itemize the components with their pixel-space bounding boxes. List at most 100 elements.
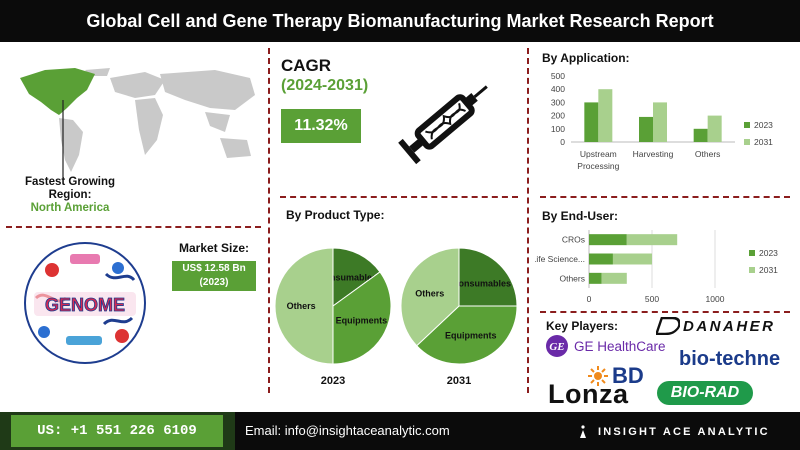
pie-year-label: 2023 <box>321 375 345 387</box>
divider-left <box>268 48 270 393</box>
ge-healthcare-text: GE HealthCare <box>574 338 666 354</box>
world-map <box>20 68 255 178</box>
pie-slice-label: Consumables <box>318 273 377 283</box>
ge-mark-text: GE <box>549 341 564 353</box>
by-product-type-charts: Consumables Equipments Others 2023 Consumabl… <box>274 247 518 387</box>
pie-slice-others <box>274 247 334 365</box>
bio-rad-text: BIO-RAD <box>670 384 740 401</box>
pie-year-label: 2031 <box>447 375 471 387</box>
by-application-title: By Application: <box>542 51 630 65</box>
pie-slice-others <box>400 247 460 347</box>
by-end-user-chart: 0 500 1000 CROs Life Science... Others 2023 203… <box>535 230 778 304</box>
eu-bar-2023 <box>589 253 613 265</box>
brand-logo-icon <box>578 425 588 439</box>
pie-slice-consumables <box>458 247 518 307</box>
app-y-tick: 200 <box>551 111 565 121</box>
eu-bar-2031 <box>612 253 652 265</box>
eu-x-tick: 1000 <box>706 294 725 304</box>
app-y-tick: 400 <box>551 84 565 94</box>
logo-ge-healthcare: GE GE HealthCare <box>545 334 666 358</box>
pie-slice-label: Consumables <box>452 278 511 288</box>
region-label-line1: Fastest Growing <box>24 176 116 188</box>
eu-bar-2031 <box>601 272 627 284</box>
eu-legend-swatch-2023 <box>749 250 755 256</box>
app-y-tick: 500 <box>551 71 565 81</box>
eu-bar-2023 <box>589 234 627 246</box>
app-legend-swatch-2023 <box>744 122 750 128</box>
logo-bd: BD <box>588 363 644 389</box>
eu-bar-2023 <box>589 272 602 284</box>
lonza-text: Lonza <box>548 379 629 409</box>
cagr-years: (2024-2031) <box>281 77 369 94</box>
divider-center-horizontal <box>280 196 518 198</box>
eu-x-tick: 0 <box>587 294 592 304</box>
by-end-user-title: By End-User: <box>542 209 619 223</box>
footer-brand: INSIGHT ACE ANALYTIC <box>578 425 770 439</box>
eu-legend-label: 2031 <box>759 265 778 275</box>
north-america-highlight <box>20 68 95 115</box>
eu-category-label: Others <box>559 273 585 283</box>
dna-syringe-icon <box>398 85 488 165</box>
app-y-tick: 0 <box>560 137 565 147</box>
report-title: Global Cell and Gene Therapy Biomanufact… <box>86 10 714 31</box>
market-size-label: Market Size: <box>178 241 250 255</box>
region-label-line2: Region: <box>48 189 92 201</box>
app-bar-2023 <box>639 116 653 142</box>
divider-left-horizontal <box>6 226 261 228</box>
pie-slice-label: Others <box>415 288 444 298</box>
pie-slice-equipments <box>332 271 392 365</box>
bd-sun-icon <box>588 366 608 386</box>
biotechne-text: bio-techne <box>679 348 781 370</box>
fastest-growing-region: Fastest Growing Region: North America <box>0 176 140 215</box>
app-bar-2023 <box>693 128 708 142</box>
app-y-tick: 100 <box>551 124 565 134</box>
pie-slice-label: Equipments <box>336 315 388 325</box>
genome-text: GENOME <box>45 295 125 315</box>
danaher-text: DANAHER <box>683 317 776 335</box>
app-category-label: Others <box>695 149 721 159</box>
danaher-mark-icon <box>656 317 680 335</box>
pie-slice-consumables <box>332 247 381 307</box>
ge-monogram-icon: GE <box>546 335 568 357</box>
footer-phone-badge: US: +1 551 226 6109 <box>11 415 223 447</box>
eu-category-label: Life Science... <box>535 254 585 264</box>
market-size-badge: US$ 12.58 Bn (2023) <box>172 261 256 291</box>
app-legend-label: 2023 <box>754 120 773 130</box>
divider-right <box>527 48 529 393</box>
footer-phone: US: +1 551 226 6109 <box>37 423 197 439</box>
brand-name: INSIGHT ACE ANALYTIC <box>598 426 770 438</box>
eu-legend-swatch-2031 <box>749 267 755 273</box>
app-category-label: Upstream <box>580 149 617 159</box>
app-bar-2031 <box>707 115 722 142</box>
logo-bio-rad: BIO-RAD <box>657 381 753 405</box>
app-category-label: Processing <box>577 161 619 171</box>
market-size-value: US$ 12.58 Bn <box>182 263 246 274</box>
by-product-type-title: By Product Type: <box>286 208 385 222</box>
eu-legend-label: 2023 <box>759 248 778 258</box>
cagr-value-badge: 11.32% <box>281 109 361 143</box>
pie-slice-label: Equipments <box>445 331 497 341</box>
eu-bar-2031 <box>626 234 678 246</box>
eu-category-label: CROs <box>562 235 585 245</box>
cagr-title: CAGR <box>281 56 332 75</box>
market-size-year: (2023) <box>199 277 229 288</box>
footer-email[interactable]: Email: info@insightaceanalytic.com <box>245 423 450 438</box>
region-value: North America <box>30 202 110 214</box>
key-players-title: Key Players: <box>546 319 619 333</box>
logo-danaher: DANAHER <box>656 317 776 335</box>
pie-slice-equipments <box>416 305 518 365</box>
report-title-bar: Global Cell and Gene Therapy Biomanufact… <box>0 0 800 42</box>
app-legend-label: 2031 <box>754 137 773 147</box>
pie-slice-label: Others <box>287 301 316 311</box>
footer-contact-bar: Email: info@insightaceanalytic.com INSIG… <box>235 412 800 450</box>
app-category-label: Harvesting <box>633 149 674 159</box>
app-bar-2023 <box>584 102 599 142</box>
divider-right-horizontal-top <box>540 196 790 198</box>
eu-x-tick: 500 <box>645 294 659 304</box>
app-y-tick: 300 <box>551 97 565 107</box>
app-legend-swatch-2031 <box>744 139 750 145</box>
genome-illustration: GENOME <box>24 242 146 364</box>
bd-text: BD <box>612 363 644 388</box>
by-application-chart: 0 100 200 300 400 500 Upstream Processing Harves… <box>551 71 773 171</box>
divider-right-horizontal-bottom <box>540 311 790 313</box>
